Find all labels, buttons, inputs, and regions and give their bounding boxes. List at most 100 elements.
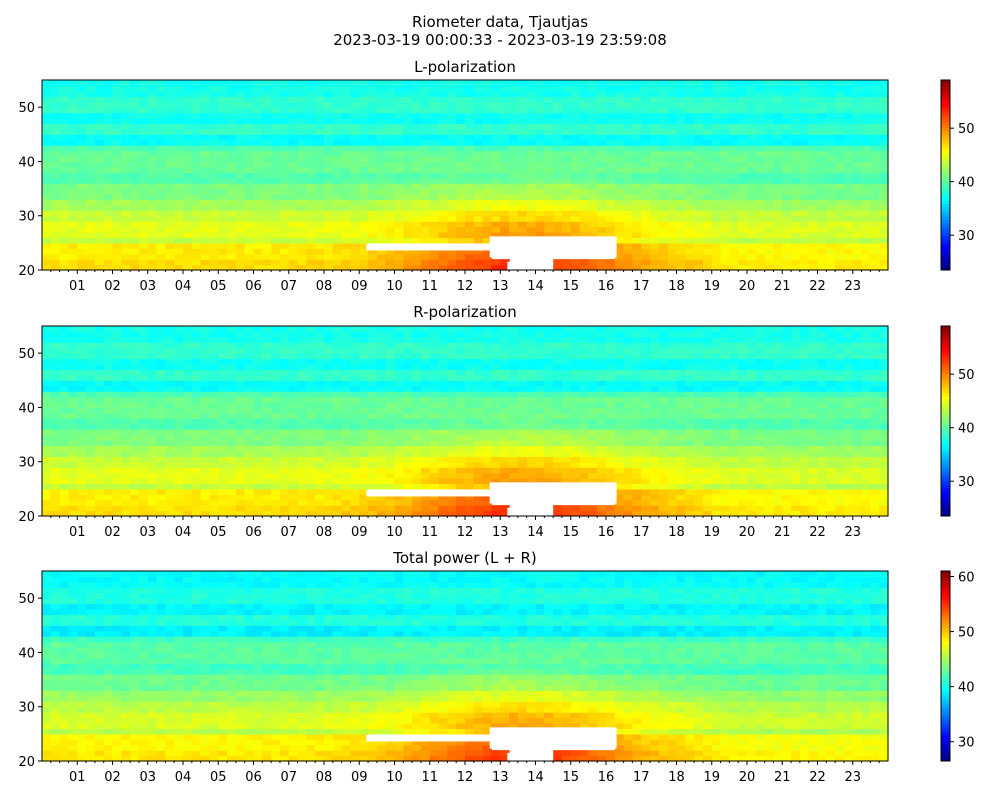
heatmap-cell <box>191 232 202 239</box>
heatmap-cell <box>553 156 563 163</box>
heatmap-cell <box>42 407 52 414</box>
heatmap-cell <box>306 347 316 354</box>
heatmap-cell <box>606 177 616 184</box>
heatmap-cell <box>403 85 413 92</box>
heatmap-cell <box>341 472 352 479</box>
heatmap-cell <box>447 96 457 103</box>
heatmap-cell <box>244 264 255 271</box>
heatmap-cell <box>147 139 158 146</box>
heatmap-cell <box>808 183 819 190</box>
heatmap-cell <box>438 248 448 255</box>
heatmap-cell <box>324 237 334 244</box>
heatmap-cell <box>279 353 290 360</box>
heatmap-cell <box>42 248 52 255</box>
heatmap-cell <box>147 204 158 211</box>
heatmap-cell <box>500 96 510 103</box>
heatmap-cell <box>385 232 396 239</box>
heatmap-cell <box>403 396 413 403</box>
heatmap-cell <box>50 396 61 403</box>
heatmap-cell <box>253 429 263 436</box>
heatmap-cell <box>835 221 845 228</box>
heatmap-cell <box>500 90 510 97</box>
heatmap-cell <box>235 499 246 506</box>
heatmap-cell <box>288 232 299 239</box>
heatmap-cell <box>685 172 695 179</box>
heatmap-cell <box>138 232 149 239</box>
heatmap-cell <box>473 232 484 239</box>
heatmap-cell <box>324 85 334 92</box>
heatmap-cell <box>103 331 114 338</box>
heatmap-cell <box>720 172 730 179</box>
heatmap-cell <box>500 172 510 179</box>
heatmap-cell <box>253 134 263 141</box>
heatmap-cell <box>138 461 149 468</box>
heatmap-cell <box>288 101 299 108</box>
heatmap-cell <box>244 374 255 381</box>
heatmap-cell <box>852 80 863 87</box>
heatmap-cell <box>165 478 175 485</box>
heatmap-cell <box>852 226 863 233</box>
heatmap-cell <box>50 221 61 228</box>
heatmap-cell <box>86 145 96 152</box>
heatmap-cell <box>68 264 78 271</box>
heatmap-cell <box>676 242 686 249</box>
heatmap-cell <box>420 188 431 195</box>
heatmap-cell <box>579 259 589 266</box>
heatmap-cell <box>685 101 695 108</box>
heatmap-cell <box>747 221 757 228</box>
heatmap-cell <box>359 385 369 392</box>
heatmap-cell <box>165 128 175 135</box>
heatmap-cell <box>667 134 678 141</box>
heatmap-cell <box>632 123 642 130</box>
heatmap-cell <box>235 85 246 92</box>
heatmap-cell <box>465 139 475 146</box>
heatmap-cell <box>870 177 880 184</box>
heatmap-cell <box>324 412 334 419</box>
heatmap-cell <box>835 118 845 125</box>
heatmap-cell <box>165 221 175 228</box>
heatmap-cell <box>68 123 78 130</box>
heatmap-cell <box>341 418 352 425</box>
heatmap-cell <box>500 183 510 190</box>
heatmap-cell <box>271 353 281 360</box>
heatmap-cell <box>297 353 307 360</box>
heatmap-cell <box>764 156 775 163</box>
heatmap-cell <box>235 199 246 206</box>
heatmap-cell <box>77 434 87 441</box>
heatmap-cell <box>174 145 184 152</box>
heatmap-cell <box>86 221 96 228</box>
heatmap-cell <box>385 101 396 108</box>
heatmap-cell <box>385 226 396 233</box>
heatmap-cell <box>685 232 695 239</box>
heatmap-cell <box>667 232 678 239</box>
heatmap-cell <box>588 199 598 206</box>
heatmap-cell <box>297 347 307 354</box>
heatmap-cell <box>271 331 281 338</box>
heatmap-cell <box>50 347 61 354</box>
heatmap-cell <box>174 248 184 255</box>
heatmap-cell <box>491 183 501 190</box>
heatmap-cell <box>209 499 219 506</box>
heatmap-cell <box>773 145 783 152</box>
heatmap-cell <box>288 80 299 87</box>
heatmap-cell <box>315 402 325 409</box>
heatmap-cell <box>50 494 61 501</box>
heatmap-cell <box>86 429 96 436</box>
heatmap-cell <box>667 199 678 206</box>
heatmap-cell <box>429 85 440 92</box>
heatmap-cell <box>403 423 413 430</box>
heatmap-cell <box>288 177 299 184</box>
heatmap-cell <box>597 139 607 146</box>
heatmap-cell <box>817 90 827 97</box>
heatmap-cell <box>376 194 387 201</box>
heatmap-cell <box>606 112 616 119</box>
heatmap-cell <box>720 232 730 239</box>
heatmap-cell <box>879 118 889 125</box>
heatmap-cell <box>94 510 105 517</box>
heatmap-cell <box>332 242 343 249</box>
heatmap-cell <box>729 139 739 146</box>
heatmap-cell <box>94 194 105 201</box>
heatmap-cell <box>253 342 263 349</box>
heatmap-cell <box>465 221 475 228</box>
heatmap-cell <box>218 467 228 474</box>
